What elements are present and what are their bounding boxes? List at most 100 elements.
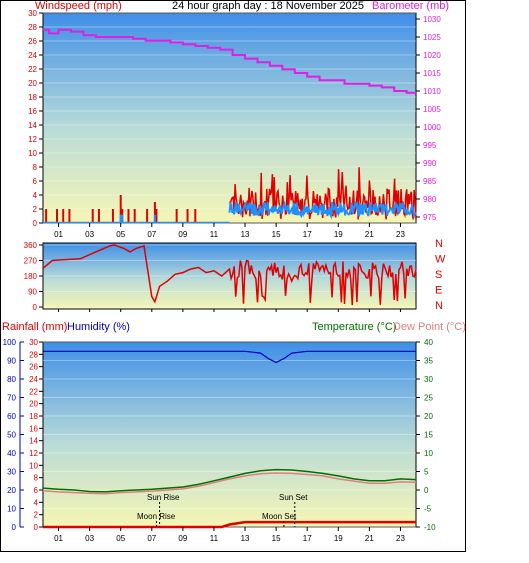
wind-tick-label: 20 xyxy=(28,79,37,88)
compass-label: E xyxy=(435,285,442,297)
hour-tick-label: 09 xyxy=(178,230,187,239)
humidity-tick-label: 20 xyxy=(7,486,16,495)
compass-label: N xyxy=(435,238,443,250)
humidity-tick-label: 40 xyxy=(7,449,16,458)
direction-tick-label: 0 xyxy=(33,303,38,312)
hour-tick-label: 21 xyxy=(365,230,374,239)
barometer-series xyxy=(43,28,416,94)
hour-tick-label: 11 xyxy=(210,230,219,239)
wind-tick-label: 6 xyxy=(33,177,38,186)
rain-tick-label: 0 xyxy=(34,523,39,532)
temperature-tick-label: 0 xyxy=(424,486,429,495)
wind-tick-label: 12 xyxy=(28,135,37,144)
wind-tick-label: 0 xyxy=(33,219,38,228)
bottom-hour-tick-label: 03 xyxy=(85,534,94,543)
compass-label: W xyxy=(435,254,446,266)
moon-set-label: Moon Set xyxy=(262,512,297,521)
temperature-axis-title: Temperature (°C) xyxy=(312,321,396,333)
temperature-tick-label: 30 xyxy=(424,375,433,384)
rain-tick-label: 20 xyxy=(29,400,38,409)
moon-rise-label: Moon Rise xyxy=(137,512,176,521)
rain-tick-label: 14 xyxy=(29,437,38,446)
wind-tick-label: 28 xyxy=(28,23,37,32)
hour-tick-label: 15 xyxy=(272,230,281,239)
wind-tick-label: 30 xyxy=(28,9,37,18)
barometer-tick-label: 1010 xyxy=(423,87,441,96)
rain-tick-label: 2 xyxy=(34,511,39,520)
temperature-series xyxy=(42,468,417,493)
direction-tick-label: 360 xyxy=(24,241,38,250)
humidity-tick-label: 10 xyxy=(7,505,16,514)
bottom-hour-tick-label: 09 xyxy=(178,534,187,543)
hour-tick-label: 17 xyxy=(303,230,312,239)
bottom-hour-tick-label: 07 xyxy=(147,534,156,543)
hour-tick-label: 23 xyxy=(396,230,405,239)
humidity-tick-label: 90 xyxy=(7,357,16,366)
temperature-tick-label: 25 xyxy=(424,394,433,403)
wind-average-series xyxy=(228,199,417,220)
windspeed-axis-title: Windspeed (mph) xyxy=(35,0,122,12)
wind-tick-label: 22 xyxy=(28,65,37,74)
barometer-tick-label: 1025 xyxy=(423,33,441,42)
direction-tick-label: 90 xyxy=(28,288,37,297)
temperature-tick-label: 10 xyxy=(424,449,433,458)
wind-tick-label: 14 xyxy=(28,121,37,130)
barometer-tick-label: 1015 xyxy=(423,69,441,78)
hour-tick-label: 07 xyxy=(147,230,156,239)
bottom-hour-tick-label: 05 xyxy=(116,534,125,543)
barometer-tick-label: 990 xyxy=(423,159,437,168)
barometer-axis-title: Barometer (mb) xyxy=(372,0,449,12)
barometer-tick-label: 985 xyxy=(423,177,437,186)
hour-tick-label: 13 xyxy=(241,230,250,239)
wind-tick-label: 8 xyxy=(33,163,38,172)
hour-tick-label: 03 xyxy=(85,230,94,239)
chart-title: 24 hour graph day : 18 November 2025 xyxy=(172,0,364,12)
barometer-tick-label: 1020 xyxy=(423,51,441,60)
humidity-tick-label: 50 xyxy=(7,431,16,440)
bottom-hour-tick-label: 17 xyxy=(303,534,312,543)
rainfall-axis-title: Rainfall (mm) xyxy=(2,321,67,333)
temperature-tick-label: 20 xyxy=(424,412,433,421)
wind-tick-label: 10 xyxy=(28,149,37,158)
wind-panel-bg xyxy=(42,12,417,224)
sun-rise-label: Sun Rise xyxy=(147,493,180,502)
rain-tick-label: 22 xyxy=(29,387,38,396)
wind-tick-label: 18 xyxy=(28,93,37,102)
wind-tick-label: 4 xyxy=(33,191,38,200)
rain-tick-label: 8 xyxy=(34,474,39,483)
bottom-hour-tick-label: 21 xyxy=(365,534,374,543)
barometer-tick-label: 975 xyxy=(423,213,437,222)
temperature-tick-label: 40 xyxy=(424,338,433,347)
humidity-tick-label: 30 xyxy=(7,468,16,477)
bottom-hour-tick-label: 13 xyxy=(241,534,250,543)
rain-tick-label: 12 xyxy=(29,449,38,458)
hour-tick-label: 01 xyxy=(54,230,63,239)
dewpoint-axis-title: Dew Point (°C) xyxy=(393,321,466,333)
humidity-tick-label: 80 xyxy=(7,375,16,384)
temperature-tick-label: 35 xyxy=(424,357,433,366)
wind-tick-label: 16 xyxy=(28,107,37,116)
wind-tick-label: 26 xyxy=(28,37,37,46)
wind-tick-label: 24 xyxy=(28,51,37,60)
temperature-tick-label: 15 xyxy=(424,431,433,440)
humidity-tick-label: 100 xyxy=(3,338,17,347)
bottom-hour-tick-label: 23 xyxy=(396,534,405,543)
rain-tick-label: 10 xyxy=(29,461,38,470)
rain-tick-label: 6 xyxy=(34,486,39,495)
barometer-tick-label: 1000 xyxy=(423,123,441,132)
rain-tick-label: 24 xyxy=(29,375,38,384)
humidity-axis-title: Humidity (%) xyxy=(67,321,130,333)
temperature-tick-label: 5 xyxy=(424,468,429,477)
humidity-tick-label: 60 xyxy=(7,412,16,421)
bottom-hour-tick-label: 19 xyxy=(334,534,343,543)
barometer-tick-label: 995 xyxy=(423,141,437,150)
sun-set-label: Sun Set xyxy=(279,493,308,502)
bottom-hour-tick-label: 01 xyxy=(54,534,63,543)
wind-tick-label: 2 xyxy=(33,205,38,214)
bottom-hour-tick-label: 11 xyxy=(210,534,219,543)
rainfall-series xyxy=(43,520,416,529)
barometer-tick-label: 980 xyxy=(423,195,437,204)
humidity-tick-label: 70 xyxy=(7,394,16,403)
temperature-tick-label: -5 xyxy=(424,505,432,514)
